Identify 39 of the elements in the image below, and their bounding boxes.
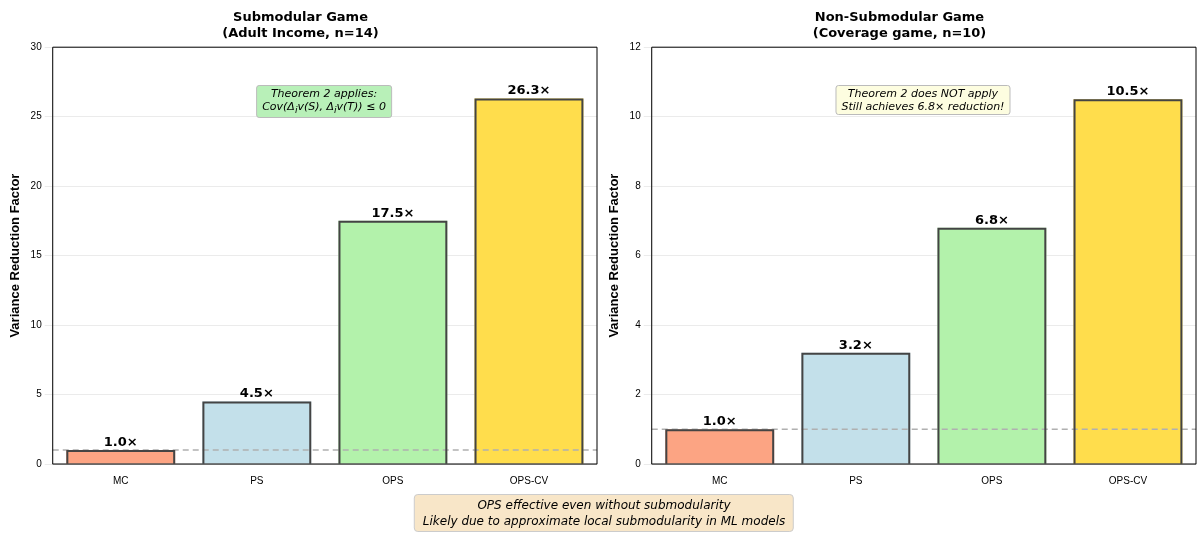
chart-title: Submodular Game <box>233 9 369 25</box>
y-tick-label: 10 <box>629 110 642 122</box>
data-label: 17.5× <box>371 204 415 220</box>
y-tick-label: 20 <box>30 179 43 191</box>
data-label: 6.8× <box>974 211 1009 227</box>
chart-subtitle: (Adult Income, n=14) <box>222 24 379 40</box>
x-tick-label: OPS <box>981 474 1003 486</box>
x-tick-label: OPS-CV <box>509 474 549 486</box>
y-axis-title: Variance Reduction Factor <box>606 173 622 338</box>
x-tick-label: OPS-CV <box>1108 474 1148 486</box>
y-tick-label: 8 <box>635 179 642 191</box>
x-tick-label: PS <box>250 474 264 486</box>
y-tick-label: 25 <box>30 110 43 122</box>
y-tick-label: 0 <box>36 457 43 469</box>
data-label: 10.5× <box>1106 83 1150 99</box>
x-tick-label: PS <box>849 474 863 486</box>
y-tick-label: 2 <box>635 388 642 400</box>
data-label: 1.0× <box>103 433 138 449</box>
y-axis-title: Variance Reduction Factor <box>7 173 23 338</box>
data-label: 1.0× <box>702 413 737 429</box>
x-tick-label: OPS <box>382 474 404 486</box>
data-label: 26.3× <box>507 82 551 98</box>
y-tick-label: 0 <box>635 457 642 469</box>
data-label: 4.5× <box>239 385 274 401</box>
y-tick-label: 5 <box>36 388 43 400</box>
y-tick-label: 15 <box>30 249 43 261</box>
y-tick-label: 10 <box>30 318 43 330</box>
annotation: Theorem 2 applies: Cov(Δ$_{i}$v(S), Δ$_{i}$v(T)) ≤ 0 <box>256 85 392 119</box>
x-tick-label: MC <box>112 474 129 486</box>
y-tick-label: 6 <box>635 249 642 261</box>
x-tick-label: MC <box>711 474 728 486</box>
y-tick-label: 30 <box>30 40 43 52</box>
data-label: 3.2× <box>838 336 873 352</box>
annotation: Theorem 2 does NOT apply Still achieves 6.8× reduction! <box>835 85 1011 115</box>
chart-subtitle: (Coverage game, n=10) <box>812 24 987 40</box>
y-tick-label: 4 <box>635 318 642 330</box>
chart-title: Non-Submodular Game <box>814 9 985 25</box>
y-tick-label: 12 <box>629 40 642 52</box>
text: OPS effective even without submodularity Likely due to approximate local submodularity in ML models <box>413 494 795 532</box>
